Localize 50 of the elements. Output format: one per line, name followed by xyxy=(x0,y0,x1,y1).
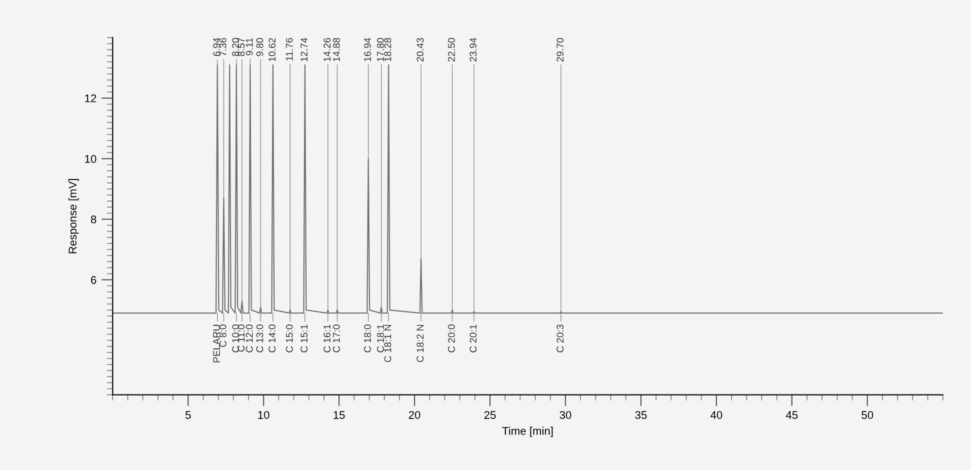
x-tick-label: 35 xyxy=(635,411,647,419)
x-tick-label: 20 xyxy=(408,411,420,419)
annotation: 22.50 xyxy=(448,38,455,62)
annotation: C 20:1 xyxy=(470,324,477,352)
annotation: C 15:0 xyxy=(286,324,293,352)
annotation: 6.94 xyxy=(213,38,220,56)
annotation: C 18:1 N xyxy=(384,324,392,362)
annotation: 23.94 xyxy=(470,38,477,62)
annotation: 14.88 xyxy=(332,38,340,62)
y-tick-label: 10 xyxy=(85,154,96,163)
annotation: C 8:0 xyxy=(219,324,226,347)
annotation: 11.76 xyxy=(286,38,293,60)
y-tick-label: 6 xyxy=(91,276,96,284)
annotation: 10.62 xyxy=(268,38,276,62)
annotation: 9.11 xyxy=(246,38,253,56)
y-tick-label: 12 xyxy=(85,94,96,102)
x-tick-label: 15 xyxy=(334,411,345,419)
annotation: C 14:0 xyxy=(268,324,276,352)
annotation: C 18:1 xyxy=(377,324,384,352)
annotation: C 16:1 xyxy=(324,324,330,352)
x-tick-label: 5 xyxy=(185,411,191,419)
annotation: C 12:0 xyxy=(246,324,253,352)
annotation: 17.80 xyxy=(377,38,384,62)
x-tick-label: 45 xyxy=(786,411,798,419)
y-axis-title: Response [mV] xyxy=(68,179,79,254)
x-tick-label: 40 xyxy=(710,411,722,419)
x-tick-label: 25 xyxy=(484,411,496,419)
annotation: PELARU xyxy=(213,324,220,362)
annotation: C 18:0 xyxy=(364,324,371,352)
annotation: 12.74 xyxy=(300,38,308,62)
annotation: C 20:0 xyxy=(448,324,455,352)
x-axis-title: Time [min] xyxy=(502,426,553,438)
y-tick-label: 8 xyxy=(90,215,96,224)
annotation: 29.70 xyxy=(556,38,564,62)
annotation: 14.26 xyxy=(324,38,330,62)
x-tick-label: 50 xyxy=(862,411,874,419)
annotation: 9.80 xyxy=(256,38,264,56)
annotation: C 13:0 xyxy=(256,324,264,352)
annotation: 8.57 xyxy=(238,38,245,56)
annotation: 16.94 xyxy=(364,38,371,62)
annotation: C 20:3 xyxy=(556,324,564,352)
annotation: 7.36 xyxy=(219,38,226,56)
annotation: 20.43 xyxy=(416,38,424,62)
annotation: C 17:0 xyxy=(332,324,340,352)
x-tick-label: 30 xyxy=(560,411,572,419)
annotation: 18.28 xyxy=(384,38,392,62)
x-tick-label: 10 xyxy=(258,411,270,419)
annotation: C 15:1 xyxy=(300,324,308,352)
annotation: C 11:0 xyxy=(238,324,245,352)
annotation: C 18:2 N xyxy=(416,324,424,362)
